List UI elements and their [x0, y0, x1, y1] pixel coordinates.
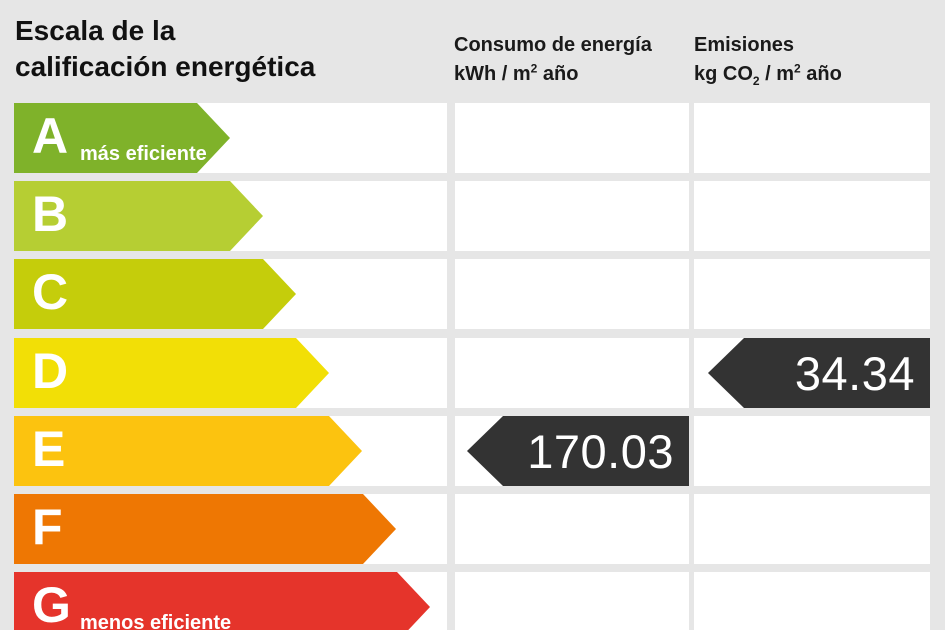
rating-arrow-b: B: [14, 181, 263, 251]
emissions-cell-c: [694, 259, 930, 329]
consumption-cell-f: [455, 494, 689, 564]
rating-letter-d: D: [32, 343, 69, 399]
emissions-header-title: Emisiones: [694, 34, 795, 56]
emissions-value-arrow: 34.34: [708, 338, 930, 408]
consumption-header-unit: kWh / m2 año: [454, 61, 579, 85]
emissions-cell-g: [694, 572, 930, 630]
scale-row-f: F: [0, 494, 945, 564]
emissions-cell-b: [694, 181, 930, 251]
efficiency-label-a: más eficiente: [80, 143, 207, 165]
consumption-cell-d: [455, 338, 689, 408]
consumption-column-header: Consumo de energía kWh / m2 año: [454, 31, 652, 89]
rating-arrow-d: D: [14, 338, 329, 408]
consumption-value: 170.03: [527, 424, 674, 478]
emissions-column-header: Emisiones kg CO2 / m2 año: [694, 31, 842, 89]
rating-arrow-e: E: [14, 416, 362, 486]
rating-letter-e: E: [32, 421, 66, 477]
rating-letter-g: G: [32, 577, 71, 630]
emissions-header-unit: kg CO2 / m2 año: [694, 61, 842, 88]
consumption-header-title: Consumo de energía: [454, 34, 652, 56]
emissions-cell-e: [694, 416, 930, 486]
rating-arrow-c: C: [14, 259, 296, 329]
emissions-cell-f: [694, 494, 930, 564]
scale-row-b: B: [0, 181, 945, 251]
scale-row-d: D: [0, 338, 945, 408]
page-title-line2: calificación energética: [15, 50, 316, 82]
emissions-cell-a: [694, 103, 930, 173]
emissions-value: 34.34: [794, 346, 915, 400]
rating-arrow-f: F: [14, 494, 396, 564]
consumption-cell-a: [455, 103, 689, 173]
rating-letter-b: B: [32, 186, 69, 242]
consumption-cell-c: [455, 259, 689, 329]
rating-letter-a: A: [32, 108, 69, 164]
page-title-line1: Escala de la: [15, 15, 176, 46]
page-title: Escala de la calificación energética: [15, 13, 315, 84]
efficiency-label-g: menos eficiente: [80, 612, 232, 630]
consumption-cell-g: [455, 572, 689, 630]
scale-row-c: C: [0, 259, 945, 329]
consumption-cell-b: [455, 181, 689, 251]
consumption-value-arrow: 170.03: [467, 416, 689, 486]
rating-letter-c: C: [32, 264, 69, 320]
rating-letter-f: F: [32, 499, 63, 555]
